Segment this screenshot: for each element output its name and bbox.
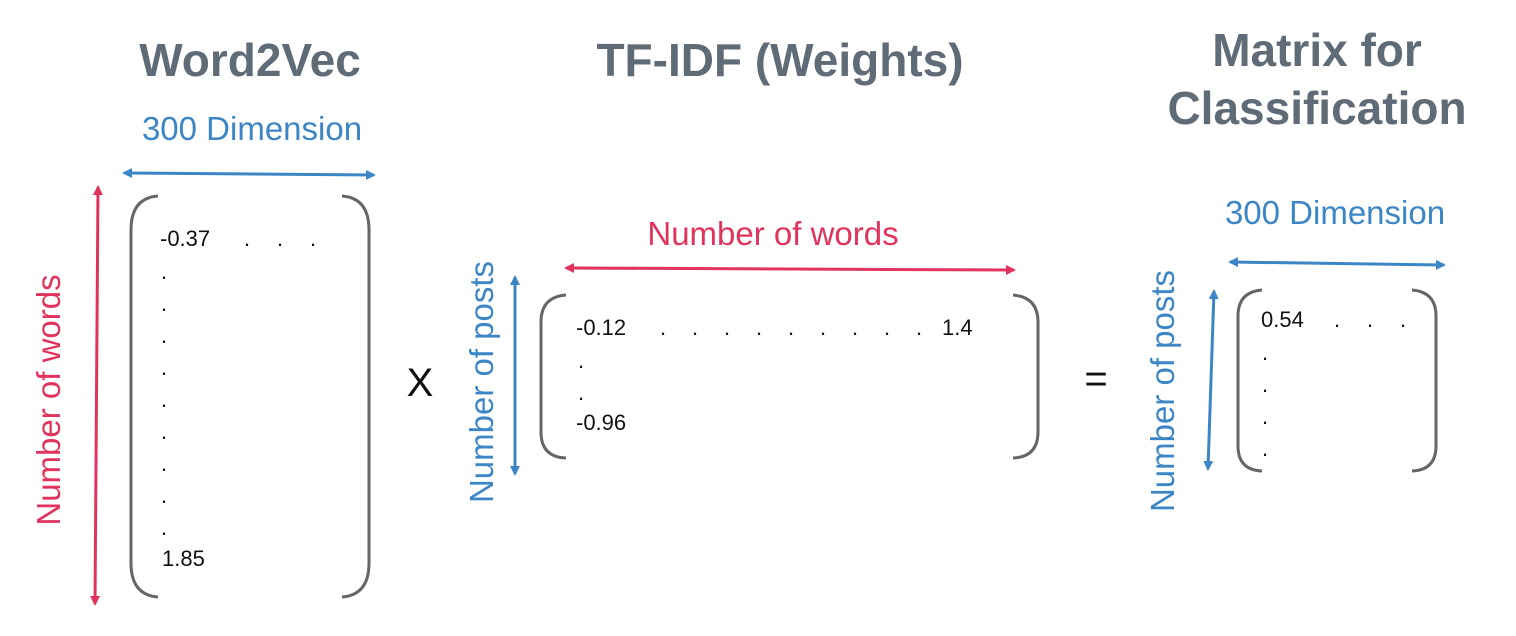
svg-text:.: . [161, 451, 167, 476]
svg-text:.: . [277, 226, 283, 251]
svg-text:.: . [161, 387, 167, 412]
svg-text:.: . [1262, 436, 1268, 461]
svg-text:.: . [1367, 307, 1373, 332]
svg-text:.: . [161, 323, 167, 348]
svg-text:.: . [884, 315, 890, 340]
svg-text:.: . [756, 315, 762, 340]
svg-text:.: . [1334, 307, 1340, 332]
svg-text:.: . [916, 315, 922, 340]
tfidf-first-value: -0.12 [576, 315, 626, 340]
tfidf-row-ellipsis: . . . . . . . . . [660, 315, 922, 340]
result-left-bracket [1236, 288, 1263, 473]
tfidf-last-row-first-value: -0.96 [576, 410, 626, 435]
result-right-bracket [1411, 288, 1438, 473]
svg-text:.: . [161, 515, 167, 540]
tfidf-row1-last-value: 1.4 [942, 315, 973, 340]
tfidf-rows-label: Number of posts [463, 261, 500, 503]
w2v-right-bracket [341, 194, 371, 599]
w2v-last-value: 1.85 [162, 546, 205, 571]
svg-text:.: . [161, 259, 167, 284]
svg-text:.: . [1262, 340, 1268, 365]
word2vec-title: Word2Vec [139, 34, 361, 86]
svg-text:.: . [310, 226, 316, 251]
result-row-ellipsis: . . . [1334, 307, 1406, 332]
result-title-line2: Classification [1167, 82, 1466, 134]
w2v-left-bracket [129, 194, 159, 599]
svg-text:.: . [161, 419, 167, 444]
svg-text:.: . [788, 315, 794, 340]
result-rows-arrow [1203, 289, 1219, 471]
w2v-rows-arrow [90, 185, 103, 606]
result-first-value: 0.54 [1261, 307, 1304, 332]
svg-text:.: . [244, 226, 250, 251]
svg-text:.: . [161, 355, 167, 380]
svg-text:.: . [1262, 404, 1268, 429]
svg-text:.: . [1400, 307, 1406, 332]
svg-text:.: . [161, 291, 167, 316]
svg-text:.: . [1262, 372, 1268, 397]
w2v-rows-label: Number of words [30, 274, 67, 525]
tfidf-left-bracket [539, 293, 567, 460]
w2v-dimension-label: 300 Dimension [142, 110, 362, 147]
svg-text:.: . [820, 315, 826, 340]
result-dimension-arrow [1228, 257, 1446, 270]
svg-text:.: . [660, 315, 666, 340]
svg-text:.: . [578, 380, 584, 405]
tfidf-cols-arrow [564, 263, 1016, 275]
result-column-ellipsis: . . . . [1262, 340, 1268, 461]
w2v-column-ellipsis: . . . . . . . . . [161, 259, 167, 540]
svg-text:.: . [692, 315, 698, 340]
result-dimension-label: 300 Dimension [1225, 194, 1445, 231]
svg-text:.: . [724, 315, 730, 340]
svg-text:.: . [578, 348, 584, 373]
equals-operator: = [1084, 357, 1107, 401]
multiply-operator: X [407, 361, 434, 405]
svg-text:.: . [852, 315, 858, 340]
tfidf-title: TF-IDF (Weights) [596, 34, 963, 86]
tfidf-cols-label: Number of words [647, 215, 898, 252]
w2v-dimension-arrow [122, 168, 376, 180]
tfidf-right-bracket [1012, 293, 1040, 460]
tfidf-column-ellipsis: . . [578, 348, 584, 405]
w2v-first-value: -0.37 [160, 226, 210, 251]
result-rows-label: Number of posts [1144, 270, 1181, 512]
svg-text:.: . [161, 483, 167, 508]
w2v-row-ellipsis: . . . [244, 226, 316, 251]
result-title-line1: Matrix for [1212, 24, 1422, 76]
